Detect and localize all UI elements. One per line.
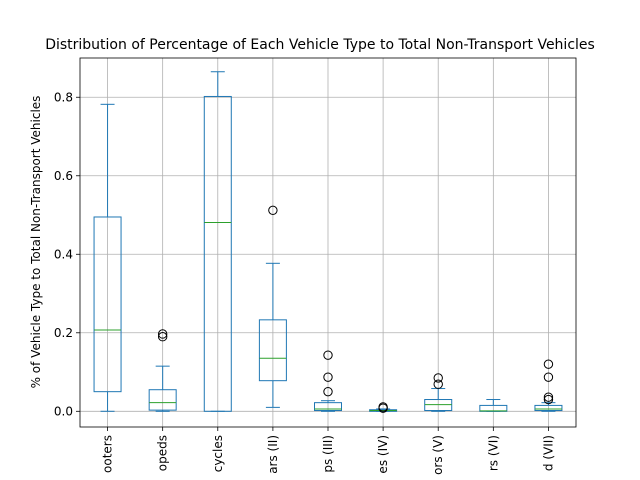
y-tick-label-2: 0.4 [54, 247, 73, 261]
box-3 [258, 205, 287, 408]
box-0 [93, 103, 122, 412]
boxes-layer [93, 71, 563, 413]
grid-lines [80, 58, 576, 427]
x-tick-label-8: d (VII) [541, 435, 555, 471]
outlier-6-0 [433, 379, 443, 389]
x-tick-label-2: cycles [211, 435, 225, 472]
outlier-1-0 [157, 332, 168, 342]
box-8 [534, 359, 563, 412]
outlier-8-1 [543, 392, 554, 402]
outlier-8-0 [543, 394, 554, 405]
outlier-4-0 [323, 386, 333, 397]
y-tick-label-0: 0.0 [54, 404, 73, 418]
y-axis-label: % of Vehicle Type to Total Non-Transport… [29, 96, 43, 389]
x-axis: ooters opeds cycles ars (II) ps (III) es (IV)… [101, 427, 555, 475]
x-tick-label-5: es (IV) [376, 435, 390, 474]
outlier-1-1 [157, 329, 168, 339]
x-tick-label-1: opeds [156, 435, 170, 471]
outlier-5-1 [378, 402, 388, 412]
iqr-box-2 [203, 95, 232, 412]
x-tick-label-0: ooters [101, 435, 115, 473]
box-2 [203, 71, 232, 412]
chart-title: Distribution of Percentage of Each Vehic… [45, 37, 595, 53]
iqr-box-8 [534, 404, 563, 412]
x-tick-label-3: ars (II) [266, 435, 280, 474]
x-tick-label-7: rs (VI) [486, 435, 500, 471]
outlier-8-3 [543, 359, 554, 369]
box-1 [148, 329, 177, 412]
box-7 [479, 399, 508, 412]
outlier-8-2 [543, 372, 554, 382]
iqr-box-3 [258, 319, 287, 382]
box-4 [314, 350, 342, 412]
box-5 [369, 402, 398, 413]
outlier-6-1 [433, 373, 443, 383]
outlier-4-1 [323, 372, 333, 382]
y-tick-label-1: 0.2 [54, 326, 73, 340]
iqr-box-0 [93, 216, 122, 393]
x-tick-label-6: ors (V) [431, 435, 445, 475]
x-tick-label-4: ps (III) [321, 435, 335, 473]
y-tick-label-4: 0.8 [54, 90, 73, 104]
iqr-box-1 [148, 389, 177, 411]
y-tick-label-3: 0.6 [54, 169, 73, 183]
outlier-3-0 [268, 205, 278, 216]
box-6 [424, 373, 453, 412]
outlier-4-2 [323, 350, 333, 360]
y-axis: 0.0 0.2 0.4 0.6 0.8 [54, 90, 80, 418]
iqr-box-4 [314, 402, 342, 412]
